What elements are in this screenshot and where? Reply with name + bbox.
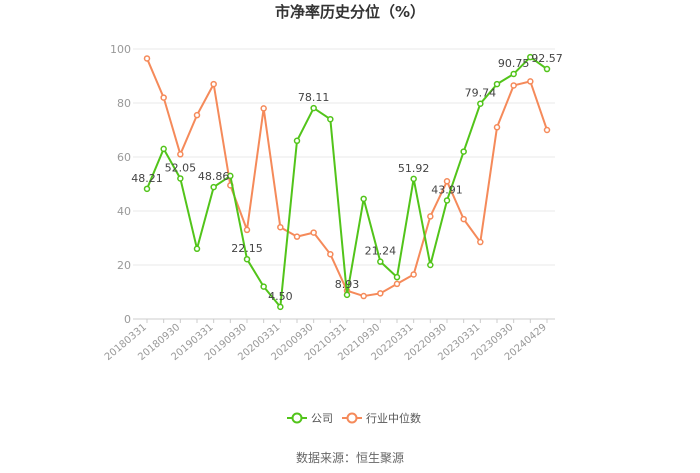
data-point-1-14[interactable] [377, 290, 384, 297]
y-axis: 0 20 40 60 80 100 [110, 43, 131, 326]
data-label: 43.91 [431, 183, 463, 196]
data-label: 90.75 [498, 57, 530, 70]
data-label: 4.50 [268, 290, 293, 303]
data-point-0-16[interactable] [410, 175, 417, 183]
data-point-1-15[interactable] [393, 280, 401, 288]
legend-industry-label: 行业中位数 [366, 411, 421, 425]
data-point-0-11[interactable] [327, 115, 334, 123]
data-point-1-8[interactable] [277, 223, 284, 231]
data-point-1-1[interactable] [160, 94, 167, 101]
data-point-0-20[interactable] [477, 100, 484, 107]
data-point-1-19[interactable] [460, 215, 467, 223]
data-point-0-7[interactable] [260, 283, 267, 290]
data-label: 78.11 [298, 91, 330, 104]
y-tick-label: 60 [117, 151, 131, 164]
legend[interactable]: 公司 行业中位数 [287, 411, 421, 425]
data-label: 51.92 [398, 162, 430, 175]
data-point-0-18[interactable] [443, 197, 451, 204]
data-point-1-22[interactable] [510, 82, 517, 89]
legend-industry-marker-icon [346, 412, 358, 424]
y-tick-label: 0 [124, 313, 131, 326]
data-point-0-17[interactable] [427, 261, 434, 269]
x-axis: 2018033120180930201903312019093020200331… [103, 319, 549, 363]
data-point-0-2[interactable] [177, 175, 184, 182]
data-point-1-23[interactable] [527, 78, 534, 85]
data-point-1-17[interactable] [427, 213, 434, 220]
data-point-1-4[interactable] [210, 80, 217, 88]
data-point-0-8[interactable] [277, 303, 284, 311]
data-point-0-21[interactable] [493, 80, 501, 88]
data-point-1-3[interactable] [193, 111, 201, 119]
data-point-0-0[interactable] [143, 185, 151, 193]
data-point-1-0[interactable] [143, 55, 151, 62]
data-point-0-19[interactable] [460, 148, 467, 155]
data-point-1-21[interactable] [493, 124, 501, 131]
data-point-0-10[interactable] [310, 104, 317, 112]
data-point-1-16[interactable] [410, 271, 417, 278]
chart-title: 市净率历史分位（%） [275, 3, 425, 21]
data-point-1-13[interactable] [360, 292, 367, 300]
data-point-0-14[interactable] [377, 258, 384, 265]
source-text: 数据来源：恒生聚源 [296, 450, 404, 465]
data-point-1-7[interactable] [260, 105, 267, 112]
series-0 [143, 53, 551, 311]
legend-item-industry-median[interactable]: 行业中位数 [342, 411, 421, 425]
data-point-0-1[interactable] [160, 145, 167, 153]
data-point-1-6[interactable] [243, 226, 251, 234]
data-point-0-22[interactable] [510, 70, 517, 78]
data-label: 92.57 [531, 52, 563, 65]
data-point-0-24[interactable] [543, 65, 551, 73]
y-tick-label: 40 [117, 205, 131, 218]
data-label: 22.15 [231, 242, 263, 255]
data-point-0-23[interactable] [527, 53, 534, 61]
data-point-0-9[interactable] [293, 137, 301, 145]
data-point-1-9[interactable] [293, 233, 301, 240]
legend-company-label: 公司 [311, 412, 333, 425]
data-point-0-5[interactable] [227, 172, 234, 180]
legend-company-marker-icon [291, 412, 303, 424]
data-point-1-18[interactable] [443, 178, 451, 185]
legend-item-company[interactable]: 公司 [287, 412, 333, 425]
data-label: 48.21 [131, 172, 163, 185]
y-tick-label: 20 [117, 259, 131, 272]
data-point-0-15[interactable] [393, 273, 401, 281]
y-tick-label: 100 [110, 43, 131, 56]
data-point-0-13[interactable] [360, 195, 367, 203]
data-point-0-6[interactable] [243, 255, 251, 263]
data-point-1-10[interactable] [310, 229, 317, 236]
data-point-1-11[interactable] [327, 250, 334, 258]
data-label: 79.74 [465, 87, 497, 100]
data-label: 52.05 [165, 161, 197, 174]
data-point-0-3[interactable] [193, 245, 201, 253]
data-label: 8.93 [335, 278, 360, 291]
data-point-0-12[interactable] [343, 291, 351, 299]
series-1 [143, 55, 551, 300]
data-point-1-20[interactable] [477, 238, 484, 246]
data-label: 21.24 [365, 245, 397, 258]
y-tick-label: 80 [117, 97, 131, 110]
data-label: 48.86 [198, 170, 230, 183]
data-point-1-2[interactable] [177, 151, 184, 158]
series-layer [143, 53, 551, 311]
data-point-0-4[interactable] [210, 183, 217, 191]
data-point-1-24[interactable] [543, 126, 551, 134]
